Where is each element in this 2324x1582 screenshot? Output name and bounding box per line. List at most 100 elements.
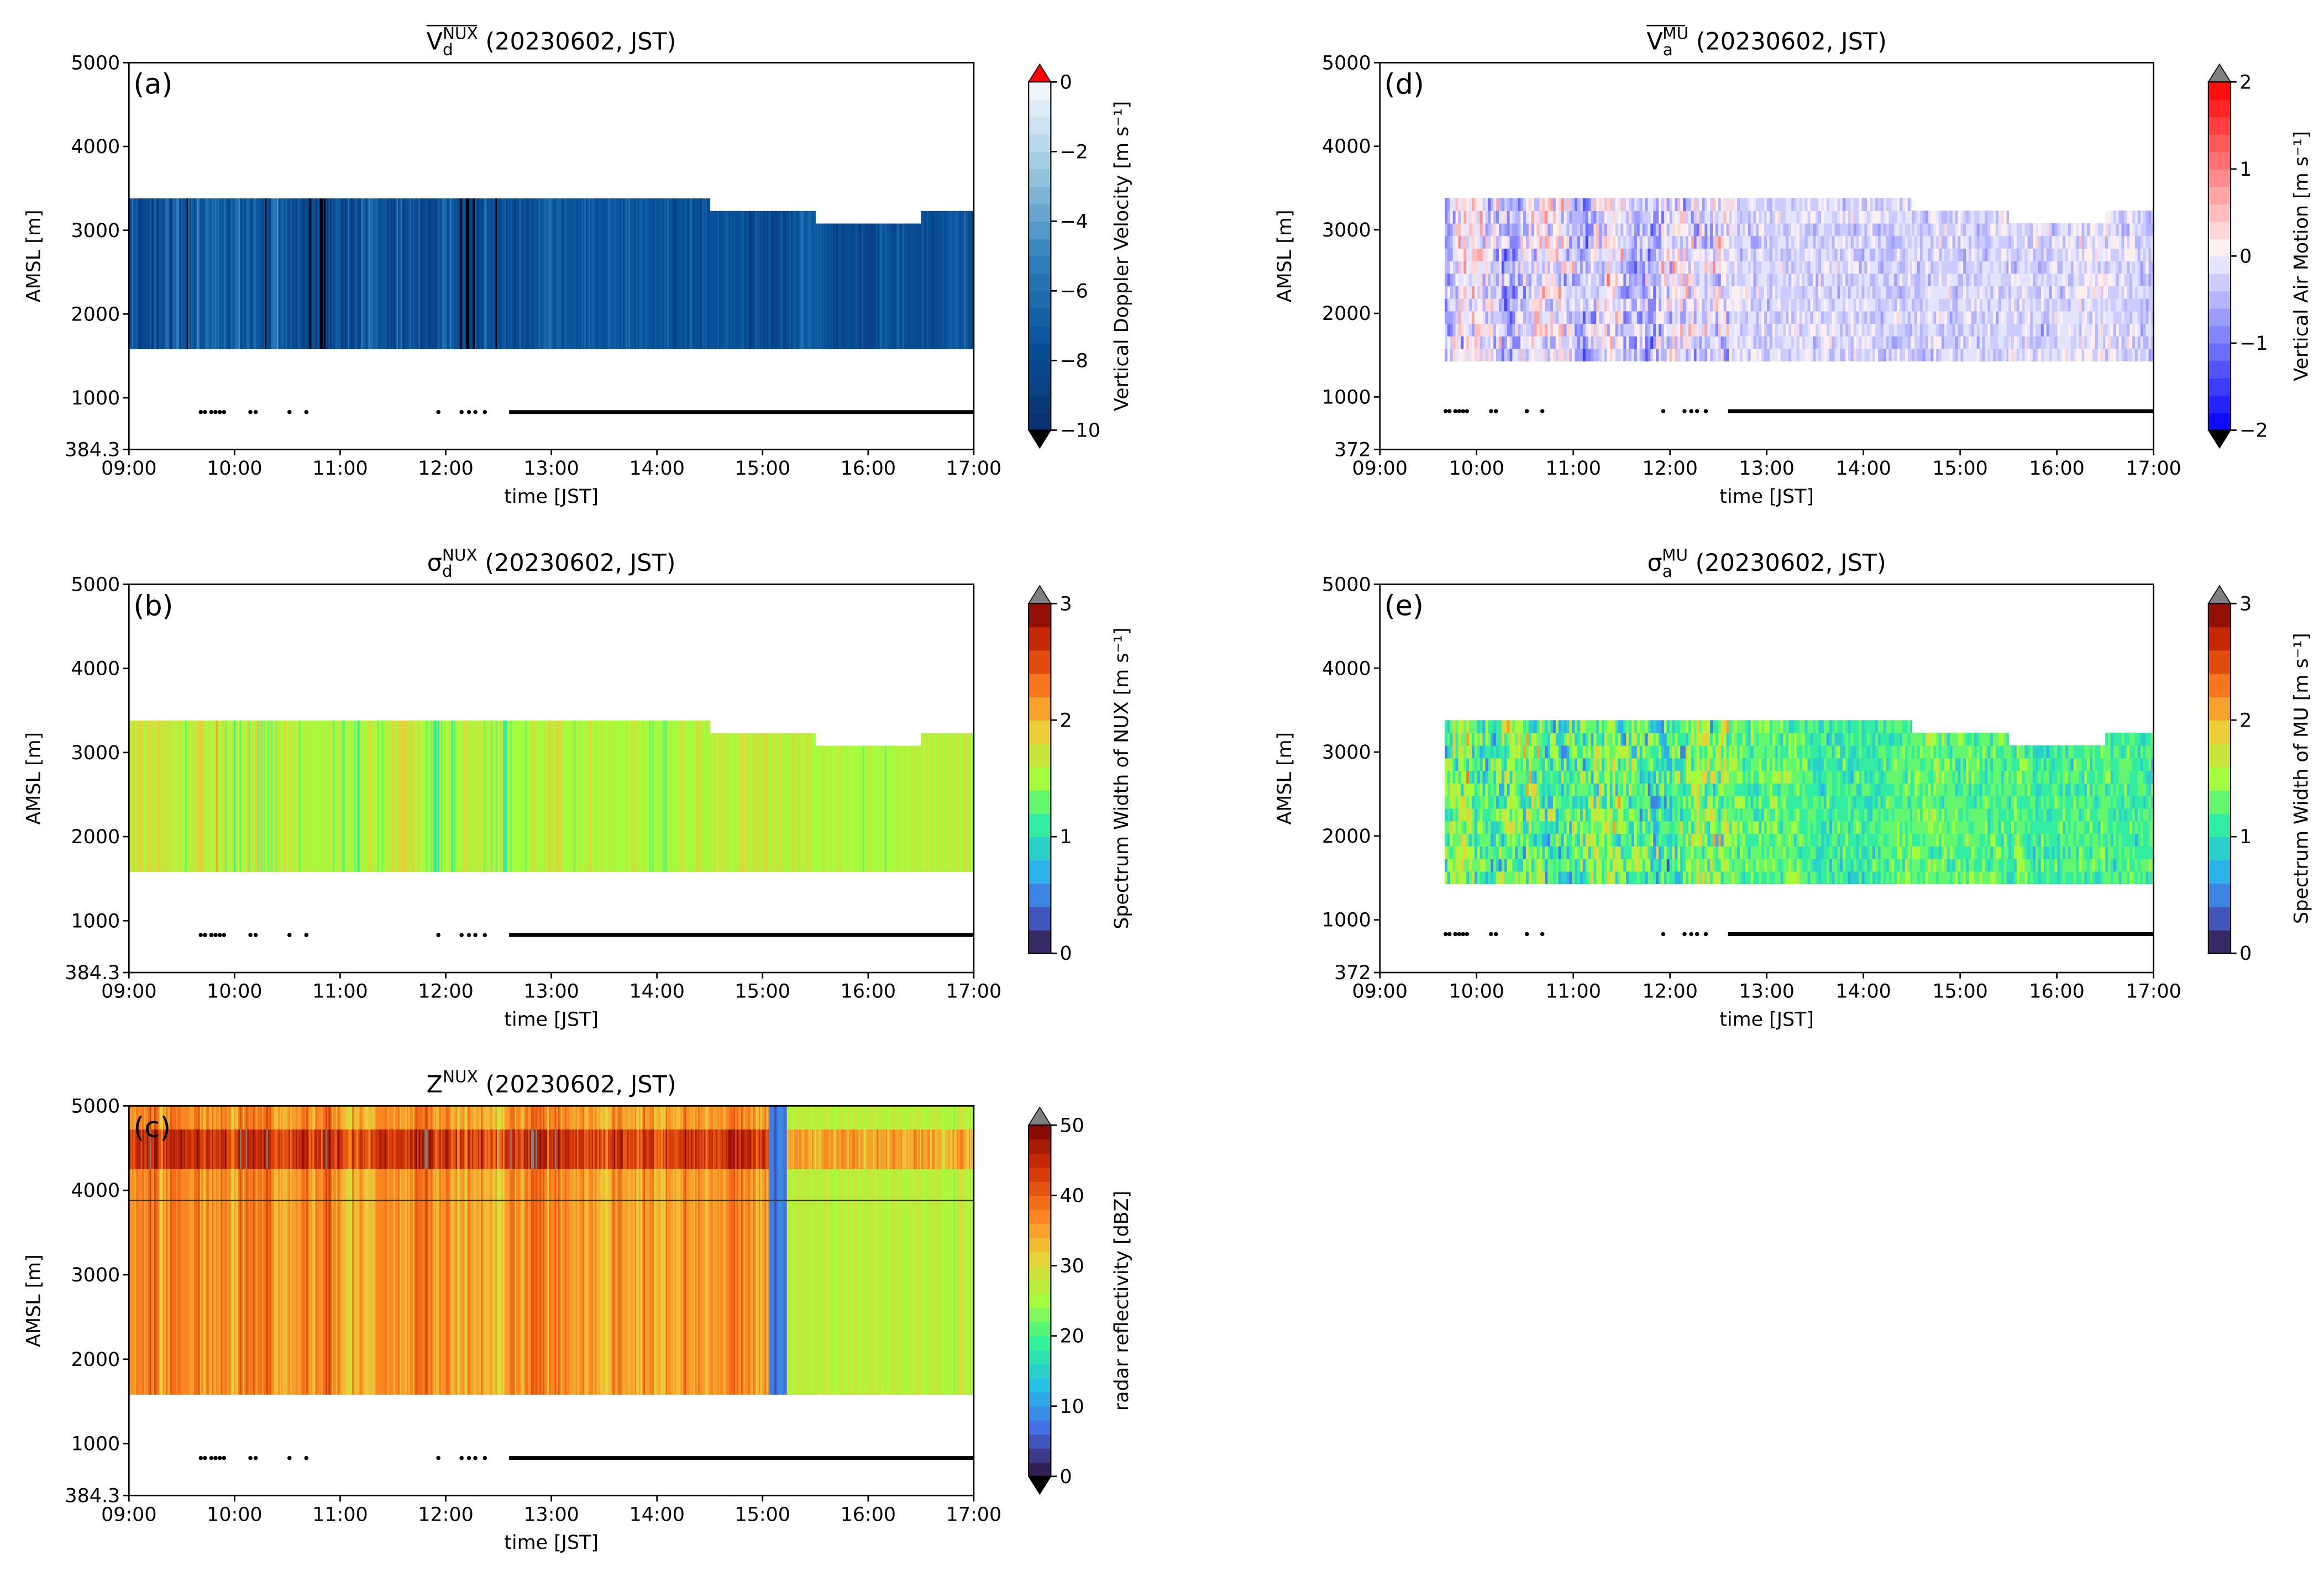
heatmap-cell xyxy=(1902,260,1906,274)
heatmap-cell xyxy=(600,1106,603,1395)
heatmap-cell xyxy=(704,720,706,873)
heatmap-cell xyxy=(1853,235,1857,249)
heatmap-cell xyxy=(890,223,893,350)
heatmap-cell xyxy=(1455,211,1459,224)
heatmap-cell xyxy=(769,733,771,873)
heatmap-cell xyxy=(1818,311,1822,324)
heatmap-cell xyxy=(1496,311,1499,324)
heatmap-cell xyxy=(826,745,828,873)
heatmap-cell xyxy=(1737,260,1740,274)
colorbar-level xyxy=(1029,883,1051,907)
heatmap-cell xyxy=(1745,211,1749,224)
heatmap-cell xyxy=(1666,235,1670,249)
heatmap-cell xyxy=(559,1106,562,1395)
colorbar-tick-label: 30 xyxy=(1059,1255,1084,1278)
heatmap-cell xyxy=(1791,335,1795,349)
heatmap-cell xyxy=(1922,348,1926,362)
heatmap-cell xyxy=(1677,286,1681,299)
heatmap-cell xyxy=(1458,260,1462,274)
heatmap-cell xyxy=(1615,260,1619,274)
heatmap-cell xyxy=(1919,311,1923,324)
title-symbol: σ xyxy=(427,549,442,577)
x-tick-label: 15:00 xyxy=(735,458,790,480)
heatmap-cell xyxy=(453,198,455,350)
heatmap-cell xyxy=(350,198,353,350)
heatmap-cell xyxy=(1894,235,1897,249)
y-tick-label: 3000 xyxy=(71,220,120,242)
heatmap-cell xyxy=(791,1106,794,1395)
heatmap-cell xyxy=(712,211,715,350)
heatmap-cell xyxy=(1642,223,1646,236)
heatmap-cell xyxy=(280,198,282,350)
marker-dot xyxy=(213,410,218,414)
heatmap-cell xyxy=(491,198,494,350)
heatmap-cell xyxy=(1786,235,1790,249)
heatmap-cell xyxy=(901,745,903,873)
heatmap-cell xyxy=(1552,198,1556,211)
heatmap-cell xyxy=(1702,348,1706,362)
heatmap-cell xyxy=(1609,260,1613,274)
heatmap-cell xyxy=(917,745,920,873)
heatmap-cell xyxy=(1850,298,1854,312)
heatmap-cell xyxy=(1942,260,1945,274)
heatmap-cell xyxy=(721,211,724,350)
heatmap-cell xyxy=(846,223,848,350)
heatmap-cell xyxy=(222,198,224,350)
heatmap-cell xyxy=(373,1106,375,1395)
heatmap-cell xyxy=(1713,273,1716,287)
heatmap-cell xyxy=(1636,211,1640,224)
heatmap-cell xyxy=(549,1106,551,1395)
heatmap-cell xyxy=(1872,348,1876,362)
heatmap-cell xyxy=(1704,323,1708,337)
heatmap-cell xyxy=(957,1129,959,1169)
heatmap-cell xyxy=(476,720,479,873)
heatmap-cell xyxy=(795,733,798,873)
heatmap-cell xyxy=(259,1106,261,1395)
heatmap-cell xyxy=(919,223,921,350)
heatmap-cell xyxy=(627,720,629,873)
heatmap-cell xyxy=(692,720,694,873)
y-tick-label: 5000 xyxy=(71,574,120,596)
heatmap-cell xyxy=(1753,223,1757,236)
heatmap-cell xyxy=(1569,260,1573,274)
heatmap-cell xyxy=(408,1106,411,1395)
heatmap-cell xyxy=(875,1106,878,1395)
heatmap-cell xyxy=(1799,198,1803,211)
heatmap-cell xyxy=(560,1106,563,1395)
heatmap-cell xyxy=(639,1106,641,1395)
heatmap-cell xyxy=(1575,223,1578,236)
heatmap-cell xyxy=(683,1106,685,1395)
heatmap-cell xyxy=(1834,311,1838,324)
heatmap-cell xyxy=(782,211,784,350)
heatmap-cell xyxy=(1542,348,1546,362)
heatmap-cell xyxy=(403,1106,406,1395)
heatmap-cell xyxy=(517,720,520,873)
heatmap-cell xyxy=(1753,298,1757,312)
heatmap-cell xyxy=(1870,211,1873,224)
heatmap-cell xyxy=(1930,348,1934,362)
heatmap-cell xyxy=(519,720,522,873)
heatmap-cell xyxy=(1745,260,1749,274)
heatmap-cell xyxy=(1734,198,1738,211)
heatmap-cell xyxy=(1656,198,1659,211)
heatmap-cell xyxy=(907,745,909,873)
x-tick-label: 13:00 xyxy=(523,458,579,480)
heatmap-cell xyxy=(633,198,635,350)
heatmap-cell xyxy=(1894,335,1897,349)
heatmap-cell xyxy=(339,1129,341,1169)
heatmap-cell xyxy=(1791,223,1795,236)
heatmap-cell xyxy=(1732,335,1735,349)
heatmap-cell xyxy=(938,733,941,873)
heatmap-cell xyxy=(856,1129,858,1169)
heatmap-cell xyxy=(1686,273,1689,287)
heatmap-cell xyxy=(1552,273,1556,287)
heatmap-cell xyxy=(591,198,594,350)
heatmap-cell xyxy=(1772,298,1776,312)
heatmap-cell xyxy=(1488,235,1492,249)
heatmap-cell xyxy=(507,720,510,873)
heatmap-cell xyxy=(1877,223,1881,236)
heatmap-cell xyxy=(1566,235,1570,249)
marker-dot xyxy=(213,1455,218,1460)
heatmap-cell xyxy=(1864,223,1868,236)
heatmap-cell xyxy=(1485,260,1489,274)
